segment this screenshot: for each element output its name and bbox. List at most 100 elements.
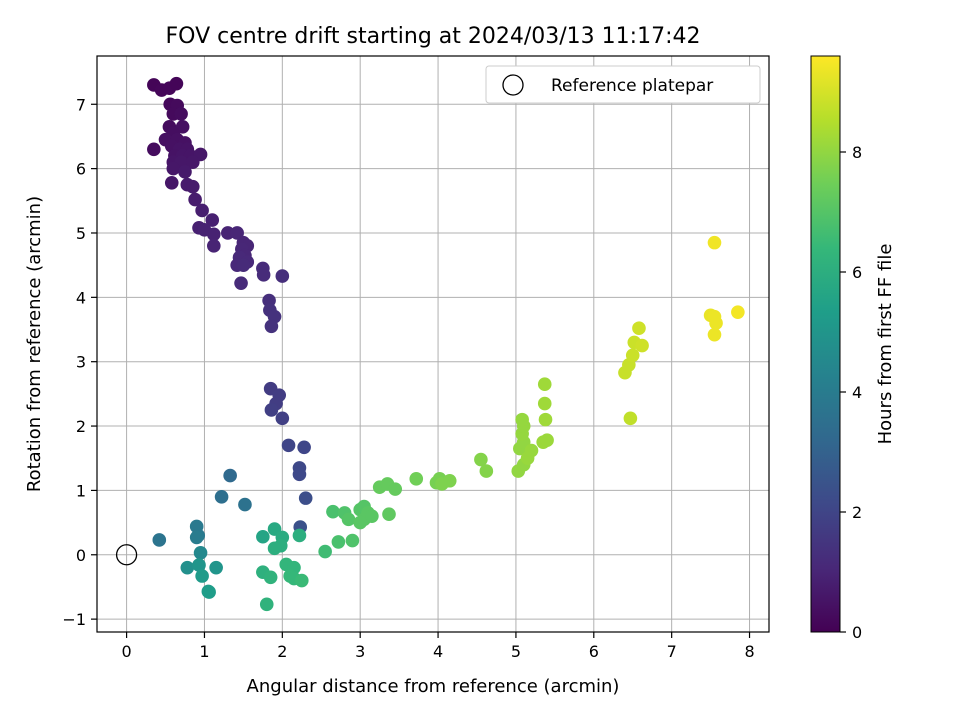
legend-box bbox=[485, 65, 761, 104]
scatter-point bbox=[623, 411, 638, 426]
y-tick-label: 0 bbox=[76, 546, 86, 565]
scatter-point bbox=[180, 560, 195, 575]
scatter-point bbox=[524, 443, 539, 458]
scatter-point bbox=[281, 438, 296, 453]
scatter-point bbox=[294, 573, 309, 588]
scatter-point bbox=[331, 535, 346, 549]
scatter-point bbox=[275, 269, 290, 283]
scatter-point bbox=[326, 504, 340, 519]
scatter-point bbox=[185, 155, 200, 169]
scatter-point bbox=[236, 258, 251, 272]
legend: Reference platepar bbox=[485, 65, 761, 104]
x-tick-label: 8 bbox=[744, 642, 754, 661]
scatter-point bbox=[292, 528, 307, 543]
x-tick-label: 5 bbox=[511, 642, 521, 661]
scatter-point bbox=[205, 213, 220, 227]
y-axis-ticks: −1 0 1 2 3 4 5 6 7 bbox=[62, 95, 97, 629]
x-tick-label: 6 bbox=[589, 642, 599, 661]
y-tick-label: 6 bbox=[76, 160, 86, 179]
legend-open-circle-marker bbox=[502, 74, 524, 96]
y-tick-label: 1 bbox=[76, 481, 86, 500]
scatter-point bbox=[341, 512, 356, 527]
scatter-point bbox=[515, 412, 529, 427]
scatter-point bbox=[166, 161, 181, 176]
scatter-point bbox=[388, 482, 403, 496]
scatter-point bbox=[230, 226, 244, 240]
scatter-point bbox=[256, 529, 270, 544]
scatter-point bbox=[234, 276, 248, 290]
scatter-point bbox=[259, 597, 274, 612]
colorbar-tick-label: 0 bbox=[852, 623, 862, 642]
scatter-point bbox=[147, 142, 161, 157]
scatter-point bbox=[267, 541, 282, 556]
scatter-point bbox=[625, 348, 640, 363]
scatter-point bbox=[709, 316, 723, 330]
scatter-point bbox=[479, 464, 494, 478]
scatter-point bbox=[195, 569, 209, 583]
colorbar-tick-label: 2 bbox=[852, 503, 862, 522]
scatter-point bbox=[221, 226, 235, 240]
plot-frame bbox=[96, 55, 770, 633]
y-tick-label: −1 bbox=[62, 610, 86, 629]
x-tick-label: 2 bbox=[277, 642, 287, 661]
scatter-point bbox=[223, 468, 237, 483]
scatter-point bbox=[189, 530, 204, 545]
reference-marker bbox=[115, 544, 138, 566]
chart-title: FOV centre drift starting at 2024/03/13 … bbox=[166, 24, 701, 49]
scatter-point bbox=[207, 239, 221, 253]
scatter-point bbox=[207, 227, 221, 242]
scatter-point bbox=[731, 305, 745, 319]
colorbar-gradient bbox=[810, 55, 841, 633]
scatter-point bbox=[214, 490, 229, 504]
scatter-point bbox=[365, 509, 379, 523]
colorbar-ticks: 0 2 4 6 8 bbox=[840, 143, 862, 642]
y-tick-label: 7 bbox=[76, 95, 86, 114]
colorbar: 0 2 4 6 8 Hours from first FF file bbox=[810, 55, 896, 642]
scatter-point bbox=[192, 558, 206, 572]
scatter-point bbox=[152, 533, 167, 547]
scatter-point bbox=[297, 440, 311, 455]
scatter-point bbox=[209, 560, 223, 575]
data-points bbox=[147, 76, 745, 612]
scatter-point bbox=[178, 165, 192, 179]
scatter-point bbox=[474, 452, 488, 467]
scatter-point bbox=[537, 377, 552, 392]
x-tick-label: 7 bbox=[667, 642, 677, 661]
scatter-point bbox=[264, 319, 279, 334]
scatter-point bbox=[635, 338, 649, 353]
scatter-point bbox=[193, 546, 208, 560]
y-tick-label: 4 bbox=[76, 288, 86, 307]
colorbar-tick-label: 8 bbox=[852, 143, 862, 162]
scatter-point bbox=[263, 570, 278, 585]
scatter-point bbox=[540, 433, 554, 448]
scatter-point bbox=[353, 515, 367, 530]
scatter-point bbox=[707, 327, 722, 342]
scatter-point bbox=[707, 235, 722, 250]
colorbar-label: Hours from first FF file bbox=[875, 244, 896, 445]
x-tick-label: 0 bbox=[121, 642, 131, 661]
x-tick-label: 4 bbox=[433, 642, 443, 661]
scatter-point bbox=[188, 192, 202, 207]
scatter-point bbox=[164, 175, 179, 190]
scatter-point bbox=[538, 412, 553, 427]
x-tick-label: 3 bbox=[355, 642, 365, 661]
y-tick-label: 2 bbox=[76, 417, 86, 436]
grid-lines bbox=[97, 56, 769, 632]
legend-label: Reference platepar bbox=[551, 76, 713, 96]
scatter-point bbox=[202, 585, 216, 599]
x-axis-ticks: 0 1 2 3 4 5 6 7 8 bbox=[121, 632, 755, 661]
scatter-point bbox=[318, 544, 332, 559]
scatter-point bbox=[195, 203, 209, 218]
y-tick-label: 3 bbox=[76, 353, 86, 372]
scatter-point bbox=[382, 507, 396, 522]
reference-platepar-point bbox=[115, 544, 138, 566]
colorbar-tick-label: 6 bbox=[852, 263, 862, 282]
scatter-point bbox=[185, 179, 200, 194]
y-axis-label: Rotation from reference (arcmin) bbox=[24, 196, 45, 492]
scatter-point bbox=[345, 533, 360, 548]
scatter-point bbox=[442, 473, 457, 488]
scatter-point bbox=[169, 76, 184, 91]
scatter-point bbox=[298, 491, 313, 505]
colorbar-tick-label: 4 bbox=[852, 383, 862, 402]
